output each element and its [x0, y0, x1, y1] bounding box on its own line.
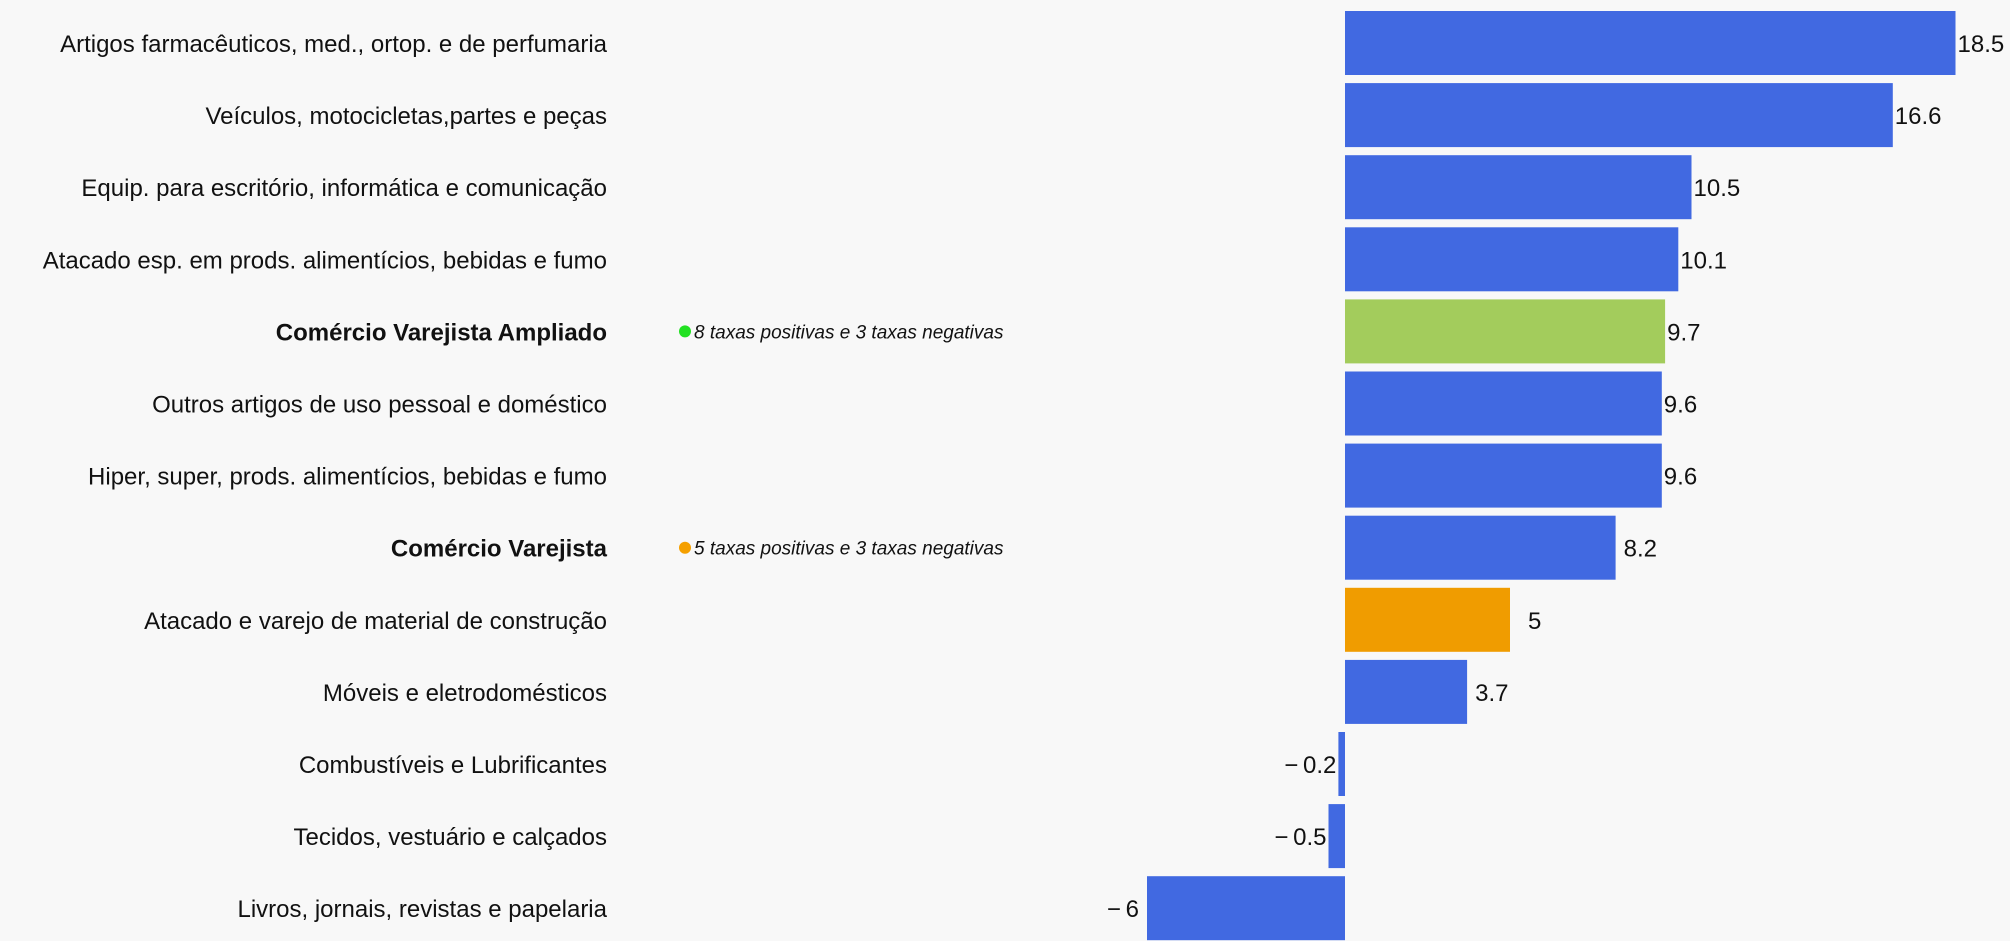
- bars: [1147, 11, 1956, 941]
- category-label: Comércio Varejista: [391, 536, 608, 563]
- category-label: Atacado esp. em prods. alimentícios, beb…: [43, 247, 607, 274]
- category-label: Outros artigos de uso pessoal e doméstic…: [152, 392, 607, 419]
- value-labels: 18.5 16.6 10.5 10.1 9.7 9.6 9.6 8.2 5 3.7 − 0.2 − 0…: [1107, 31, 2004, 923]
- value-label: 10.5: [1694, 175, 1741, 202]
- category-label: Comércio Varejista Ampliado: [276, 319, 607, 346]
- bar: [1345, 443, 1662, 508]
- category-label: Tecidos, vestuário e calçados: [294, 824, 608, 851]
- value-label: 16.6: [1895, 103, 1942, 130]
- category-labels: Artigos farmacêuticos, med., ortop. e de…: [43, 31, 608, 923]
- bar: [1345, 11, 1956, 75]
- value-label: 3.7: [1475, 680, 1508, 707]
- value-label: 8.2: [1624, 536, 1657, 563]
- bar: [1345, 587, 1510, 652]
- category-label: Veículos, motocicletas,partes e peças: [205, 103, 607, 130]
- category-label: Hiper, super, prods. alimentícios, bebid…: [88, 464, 607, 491]
- bar: [1345, 83, 1893, 148]
- annotation-text: 8 taxas positivas e 3 taxas negativas: [694, 322, 1004, 343]
- bar: [1345, 227, 1679, 292]
- value-label: 9.6: [1664, 392, 1697, 419]
- category-label: Móveis e eletrodomésticos: [323, 680, 607, 707]
- annotation-text: 5 taxas positivas e 3 taxas negativas: [694, 539, 1004, 560]
- bar: [1345, 371, 1662, 436]
- category-label: Artigos farmacêuticos, med., ortop. e de…: [60, 31, 608, 58]
- value-label: 9.7: [1667, 319, 1700, 346]
- bar: [1147, 876, 1345, 941]
- bar: [1328, 804, 1345, 869]
- bar: [1345, 515, 1616, 580]
- annotation-dot: [679, 325, 691, 338]
- annotations: 8 taxas positivas e 3 taxas negativas 5 t…: [679, 322, 1004, 560]
- value-label: 5: [1528, 608, 1541, 635]
- value-label: 10.1: [1680, 247, 1727, 274]
- annotation-dot: [679, 541, 691, 554]
- bar: [1345, 659, 1468, 724]
- value-label: 9.6: [1664, 464, 1697, 491]
- bar: [1345, 155, 1692, 220]
- category-label: Equip. para escritório, informática e co…: [81, 175, 607, 202]
- category-label: Livros, jornais, revistas e papelaria: [237, 896, 607, 923]
- value-label: 18.5: [1958, 31, 2005, 58]
- bar: [1345, 299, 1666, 364]
- value-label: − 0.2: [1284, 752, 1336, 779]
- bar: [1338, 732, 1345, 796]
- value-label: − 0.5: [1274, 824, 1326, 851]
- value-label: − 6: [1107, 896, 1139, 923]
- category-label: Combustíveis e Lubrificantes: [299, 752, 607, 779]
- category-label: Atacado e varejo de material de construç…: [144, 608, 607, 635]
